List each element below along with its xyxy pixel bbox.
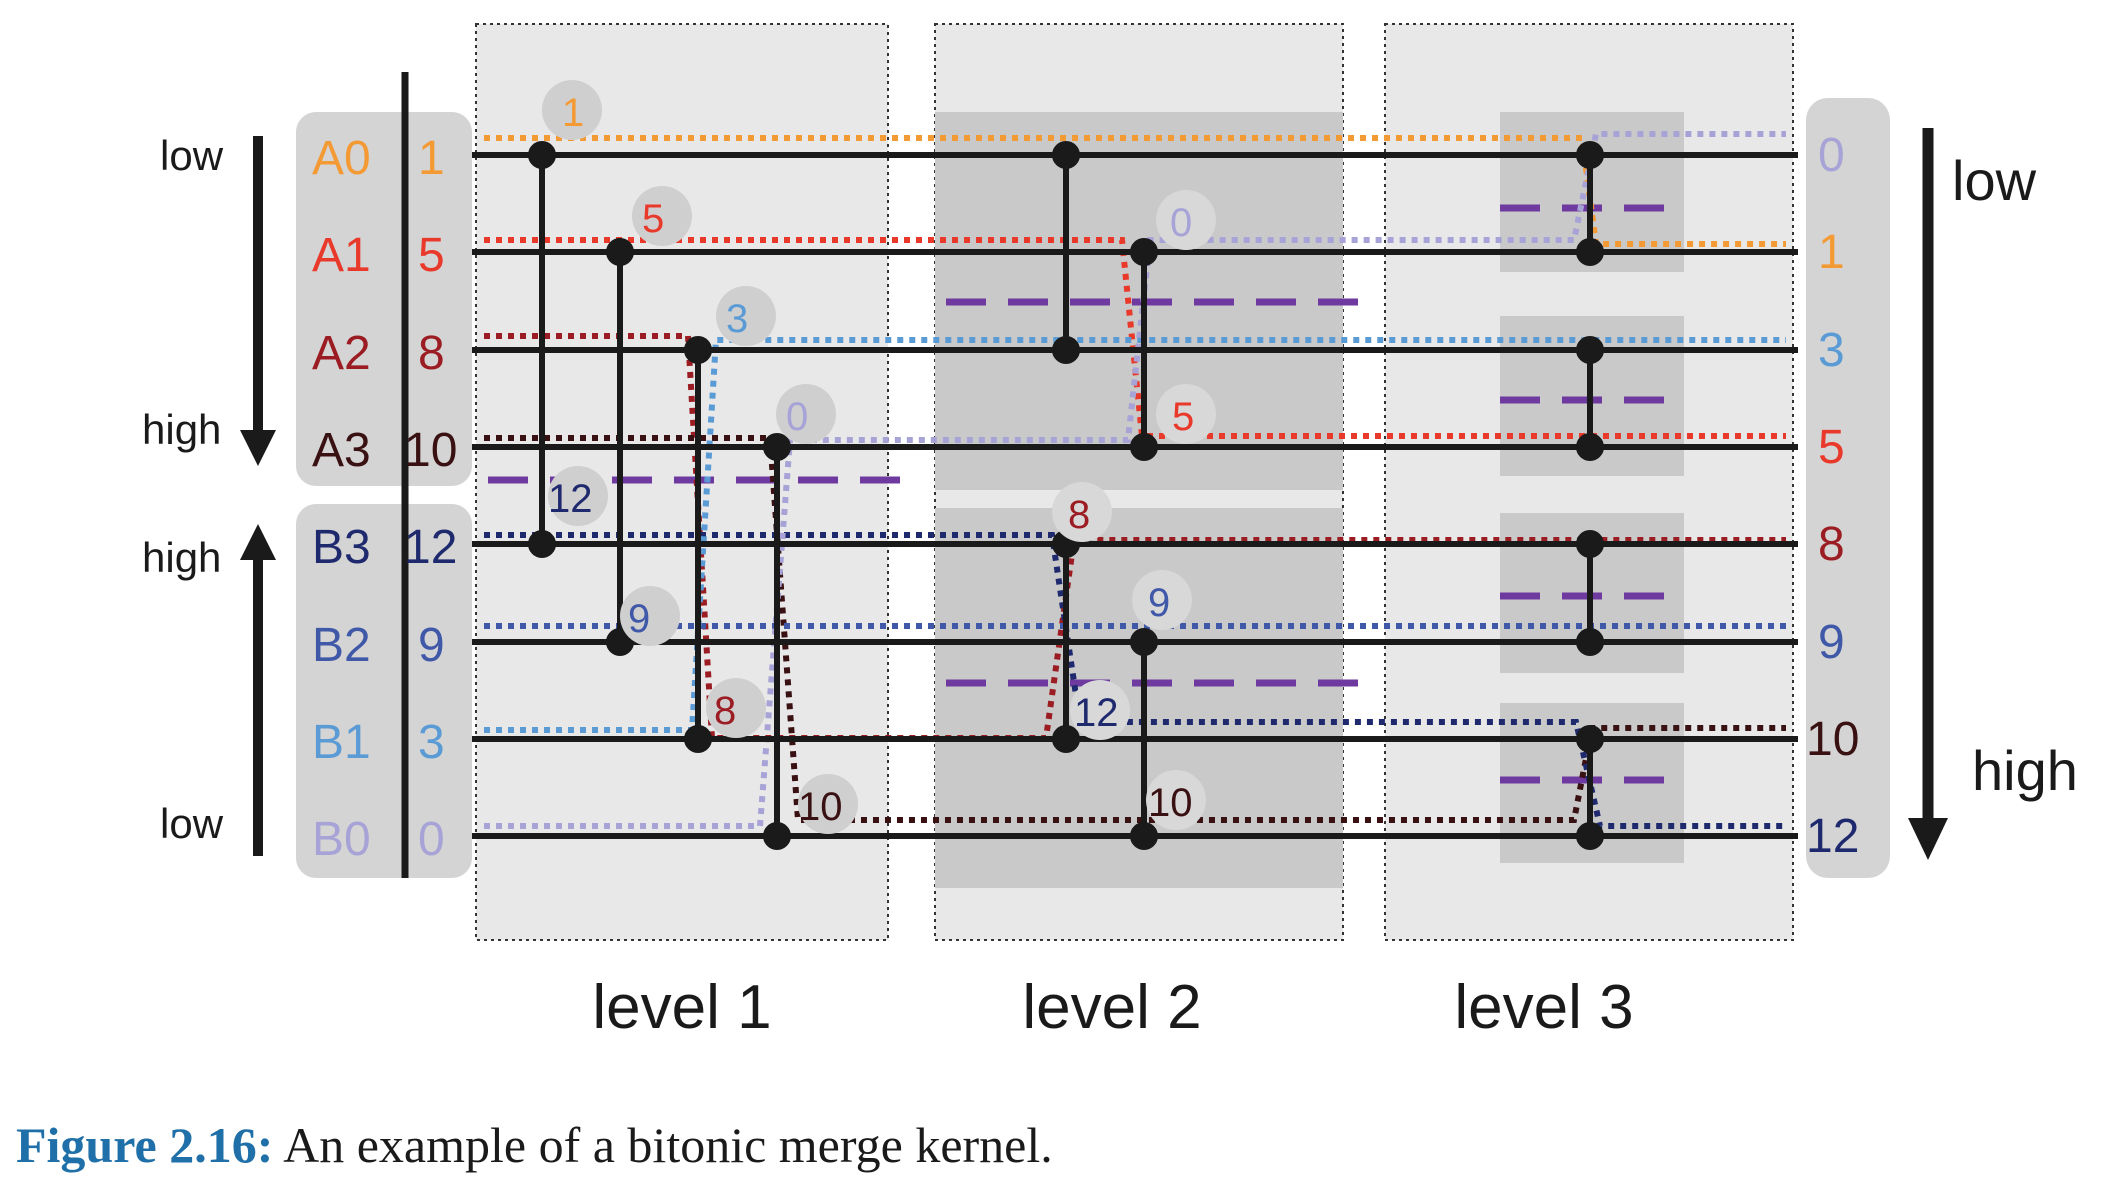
output-labels: 0 1 3 5 8 9 10 12 bbox=[1806, 129, 1859, 863]
input-name-b0: B0 bbox=[312, 813, 371, 866]
bubble-l1-9: 9 bbox=[620, 586, 680, 646]
input-box-b bbox=[296, 504, 472, 878]
output-12: 12 bbox=[1806, 810, 1859, 863]
comparator-l2-5-7 bbox=[1130, 628, 1158, 850]
output-1: 1 bbox=[1818, 226, 1845, 279]
comparator-l1-3-7 bbox=[763, 433, 791, 850]
down-arrow-icon bbox=[240, 430, 276, 466]
input-name-b1: B1 bbox=[312, 716, 371, 769]
bubble-l1-1: 1 bbox=[542, 80, 602, 140]
input-value-b1: 3 bbox=[418, 716, 445, 769]
comparator-l2-0-2 bbox=[1052, 141, 1080, 364]
figure-caption: Figure 2.16: An example of a bitonic mer… bbox=[16, 1116, 1053, 1174]
bubble-l2-12: 12 bbox=[1070, 680, 1130, 740]
output-10: 10 bbox=[1806, 713, 1859, 766]
input-labels: A0 1 A1 5 A2 8 A3 10 B3 12 B2 9 B1 3 B0 … bbox=[312, 132, 457, 866]
right-order-indicator: low high bbox=[1908, 128, 2078, 860]
svg-text:3: 3 bbox=[726, 297, 748, 341]
svg-text:1: 1 bbox=[562, 91, 584, 135]
up-arrow-icon bbox=[240, 524, 276, 560]
svg-text:8: 8 bbox=[714, 689, 736, 733]
path-3 bbox=[484, 337, 1786, 733]
comparator-l3-6-7 bbox=[1576, 725, 1604, 850]
level-2-title: level 2 bbox=[1022, 973, 1201, 1042]
svg-text:5: 5 bbox=[1172, 395, 1194, 439]
bubble-l1-8: 8 bbox=[706, 678, 766, 738]
output-3: 3 bbox=[1818, 324, 1845, 377]
bubble-l1-5: 5 bbox=[632, 186, 692, 246]
comparator-l3-4-5 bbox=[1576, 530, 1604, 656]
path-12 bbox=[484, 532, 1786, 829]
down-arrow-icon bbox=[1908, 818, 1948, 860]
svg-text:5: 5 bbox=[642, 197, 664, 241]
bubble-l1-12: 12 bbox=[548, 466, 608, 526]
input-value-b3: 12 bbox=[404, 521, 457, 574]
comparators bbox=[528, 141, 1604, 850]
right-high: high bbox=[1972, 739, 2078, 802]
left-low-bottom: low bbox=[160, 800, 224, 847]
left-high-top: high bbox=[142, 406, 221, 453]
input-name-a3: A3 bbox=[312, 424, 371, 477]
figure-label: Figure 2.16: bbox=[16, 1117, 274, 1173]
left-order-indicators: low high high low bbox=[142, 132, 276, 856]
level-3-title: level 3 bbox=[1454, 973, 1633, 1042]
svg-text:0: 0 bbox=[786, 395, 808, 439]
svg-text:12: 12 bbox=[548, 477, 593, 521]
input-name-a0: A0 bbox=[312, 132, 371, 185]
figure-caption-text: An example of a bitonic merge kernel. bbox=[273, 1117, 1053, 1173]
comparator-l2-1-3 bbox=[1130, 238, 1158, 461]
bubble-l1-0: 0 bbox=[776, 384, 836, 444]
output-5: 5 bbox=[1818, 421, 1845, 474]
input-name-a2: A2 bbox=[312, 327, 371, 380]
input-name-a1: A1 bbox=[312, 229, 371, 282]
svg-text:8: 8 bbox=[1068, 493, 1090, 537]
bubble-l2-10: 10 bbox=[1146, 770, 1206, 830]
output-0: 0 bbox=[1818, 129, 1845, 182]
svg-text:9: 9 bbox=[1148, 581, 1170, 625]
path-5 bbox=[484, 237, 1786, 439]
input-name-b2: B2 bbox=[312, 619, 371, 672]
input-name-b3: B3 bbox=[312, 521, 371, 574]
svg-text:12: 12 bbox=[1074, 691, 1119, 735]
svg-text:10: 10 bbox=[798, 785, 843, 829]
input-value-a0: 1 bbox=[418, 132, 445, 185]
svg-text:10: 10 bbox=[1148, 781, 1193, 825]
bubble-l2-9: 9 bbox=[1132, 570, 1192, 630]
svg-text:0: 0 bbox=[1170, 201, 1192, 245]
output-9: 9 bbox=[1818, 616, 1845, 669]
input-value-a1: 5 bbox=[418, 229, 445, 282]
left-high-bottom: high bbox=[142, 534, 221, 581]
bubble-l2-8: 8 bbox=[1052, 482, 1112, 542]
output-box bbox=[1806, 98, 1890, 878]
comparator-l3-2-3 bbox=[1576, 336, 1604, 461]
input-value-a3: 10 bbox=[404, 424, 457, 477]
input-box-a bbox=[296, 112, 472, 486]
comparator-l3-0-1 bbox=[1576, 141, 1604, 266]
input-value-b0: 0 bbox=[418, 813, 445, 866]
level-1-title: level 1 bbox=[592, 973, 771, 1042]
path-1 bbox=[484, 135, 1786, 247]
value-bubbles: 1 5 3 0 12 9 8 10 0 5 8 9 12 10 bbox=[542, 80, 1216, 834]
output-8: 8 bbox=[1818, 518, 1845, 571]
svg-text:9: 9 bbox=[628, 597, 650, 641]
comparator-l1-0-4 bbox=[528, 141, 556, 558]
bubble-l1-3: 3 bbox=[716, 286, 776, 346]
right-low: low bbox=[1952, 149, 2037, 212]
left-low-top: low bbox=[160, 132, 224, 179]
bubble-l1-10: 10 bbox=[798, 774, 858, 834]
comparator-l1-2-6 bbox=[684, 336, 712, 753]
comparator-l1-1-5 bbox=[606, 238, 634, 656]
input-value-b2: 9 bbox=[418, 619, 445, 672]
input-value-a2: 8 bbox=[418, 327, 445, 380]
bubble-l2-5: 5 bbox=[1156, 384, 1216, 444]
bubble-l2-0: 0 bbox=[1156, 190, 1216, 250]
